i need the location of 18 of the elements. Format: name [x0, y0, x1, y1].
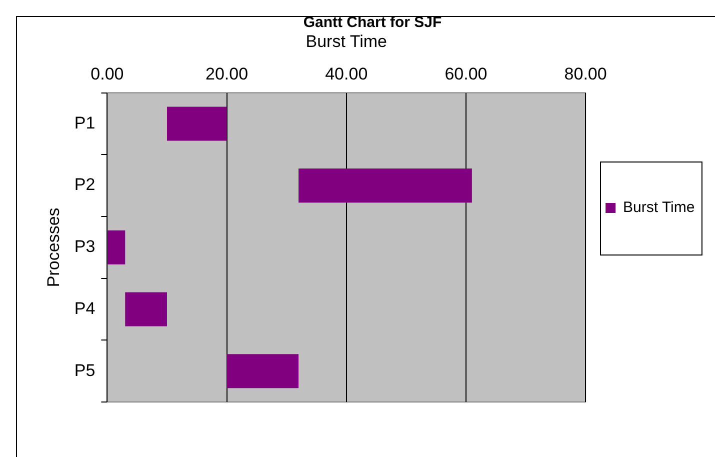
- bar: [298, 168, 472, 203]
- legend-label: Burst Time: [623, 199, 695, 216]
- x-tick-label: 60.00: [444, 64, 488, 84]
- x-tick-label: 80.00: [564, 64, 607, 84]
- bar: [125, 292, 167, 326]
- bar: [226, 354, 299, 388]
- y-tick-label: P4: [74, 298, 96, 318]
- x-tick-label: 40.00: [325, 64, 368, 84]
- x-tick-label: 20.00: [206, 64, 248, 84]
- bar: [166, 106, 227, 141]
- y-axis-title: Processes: [44, 208, 63, 288]
- y-tick-label: P3: [74, 237, 96, 256]
- y-tick-label: P2: [74, 175, 96, 194]
- bar: [108, 230, 126, 264]
- y-tick-label: P1: [74, 113, 96, 132]
- x-axis-title: Burst Time: [306, 32, 387, 51]
- x-tick-label: 0.00: [90, 64, 124, 84]
- y-tick-label: P5: [74, 360, 96, 380]
